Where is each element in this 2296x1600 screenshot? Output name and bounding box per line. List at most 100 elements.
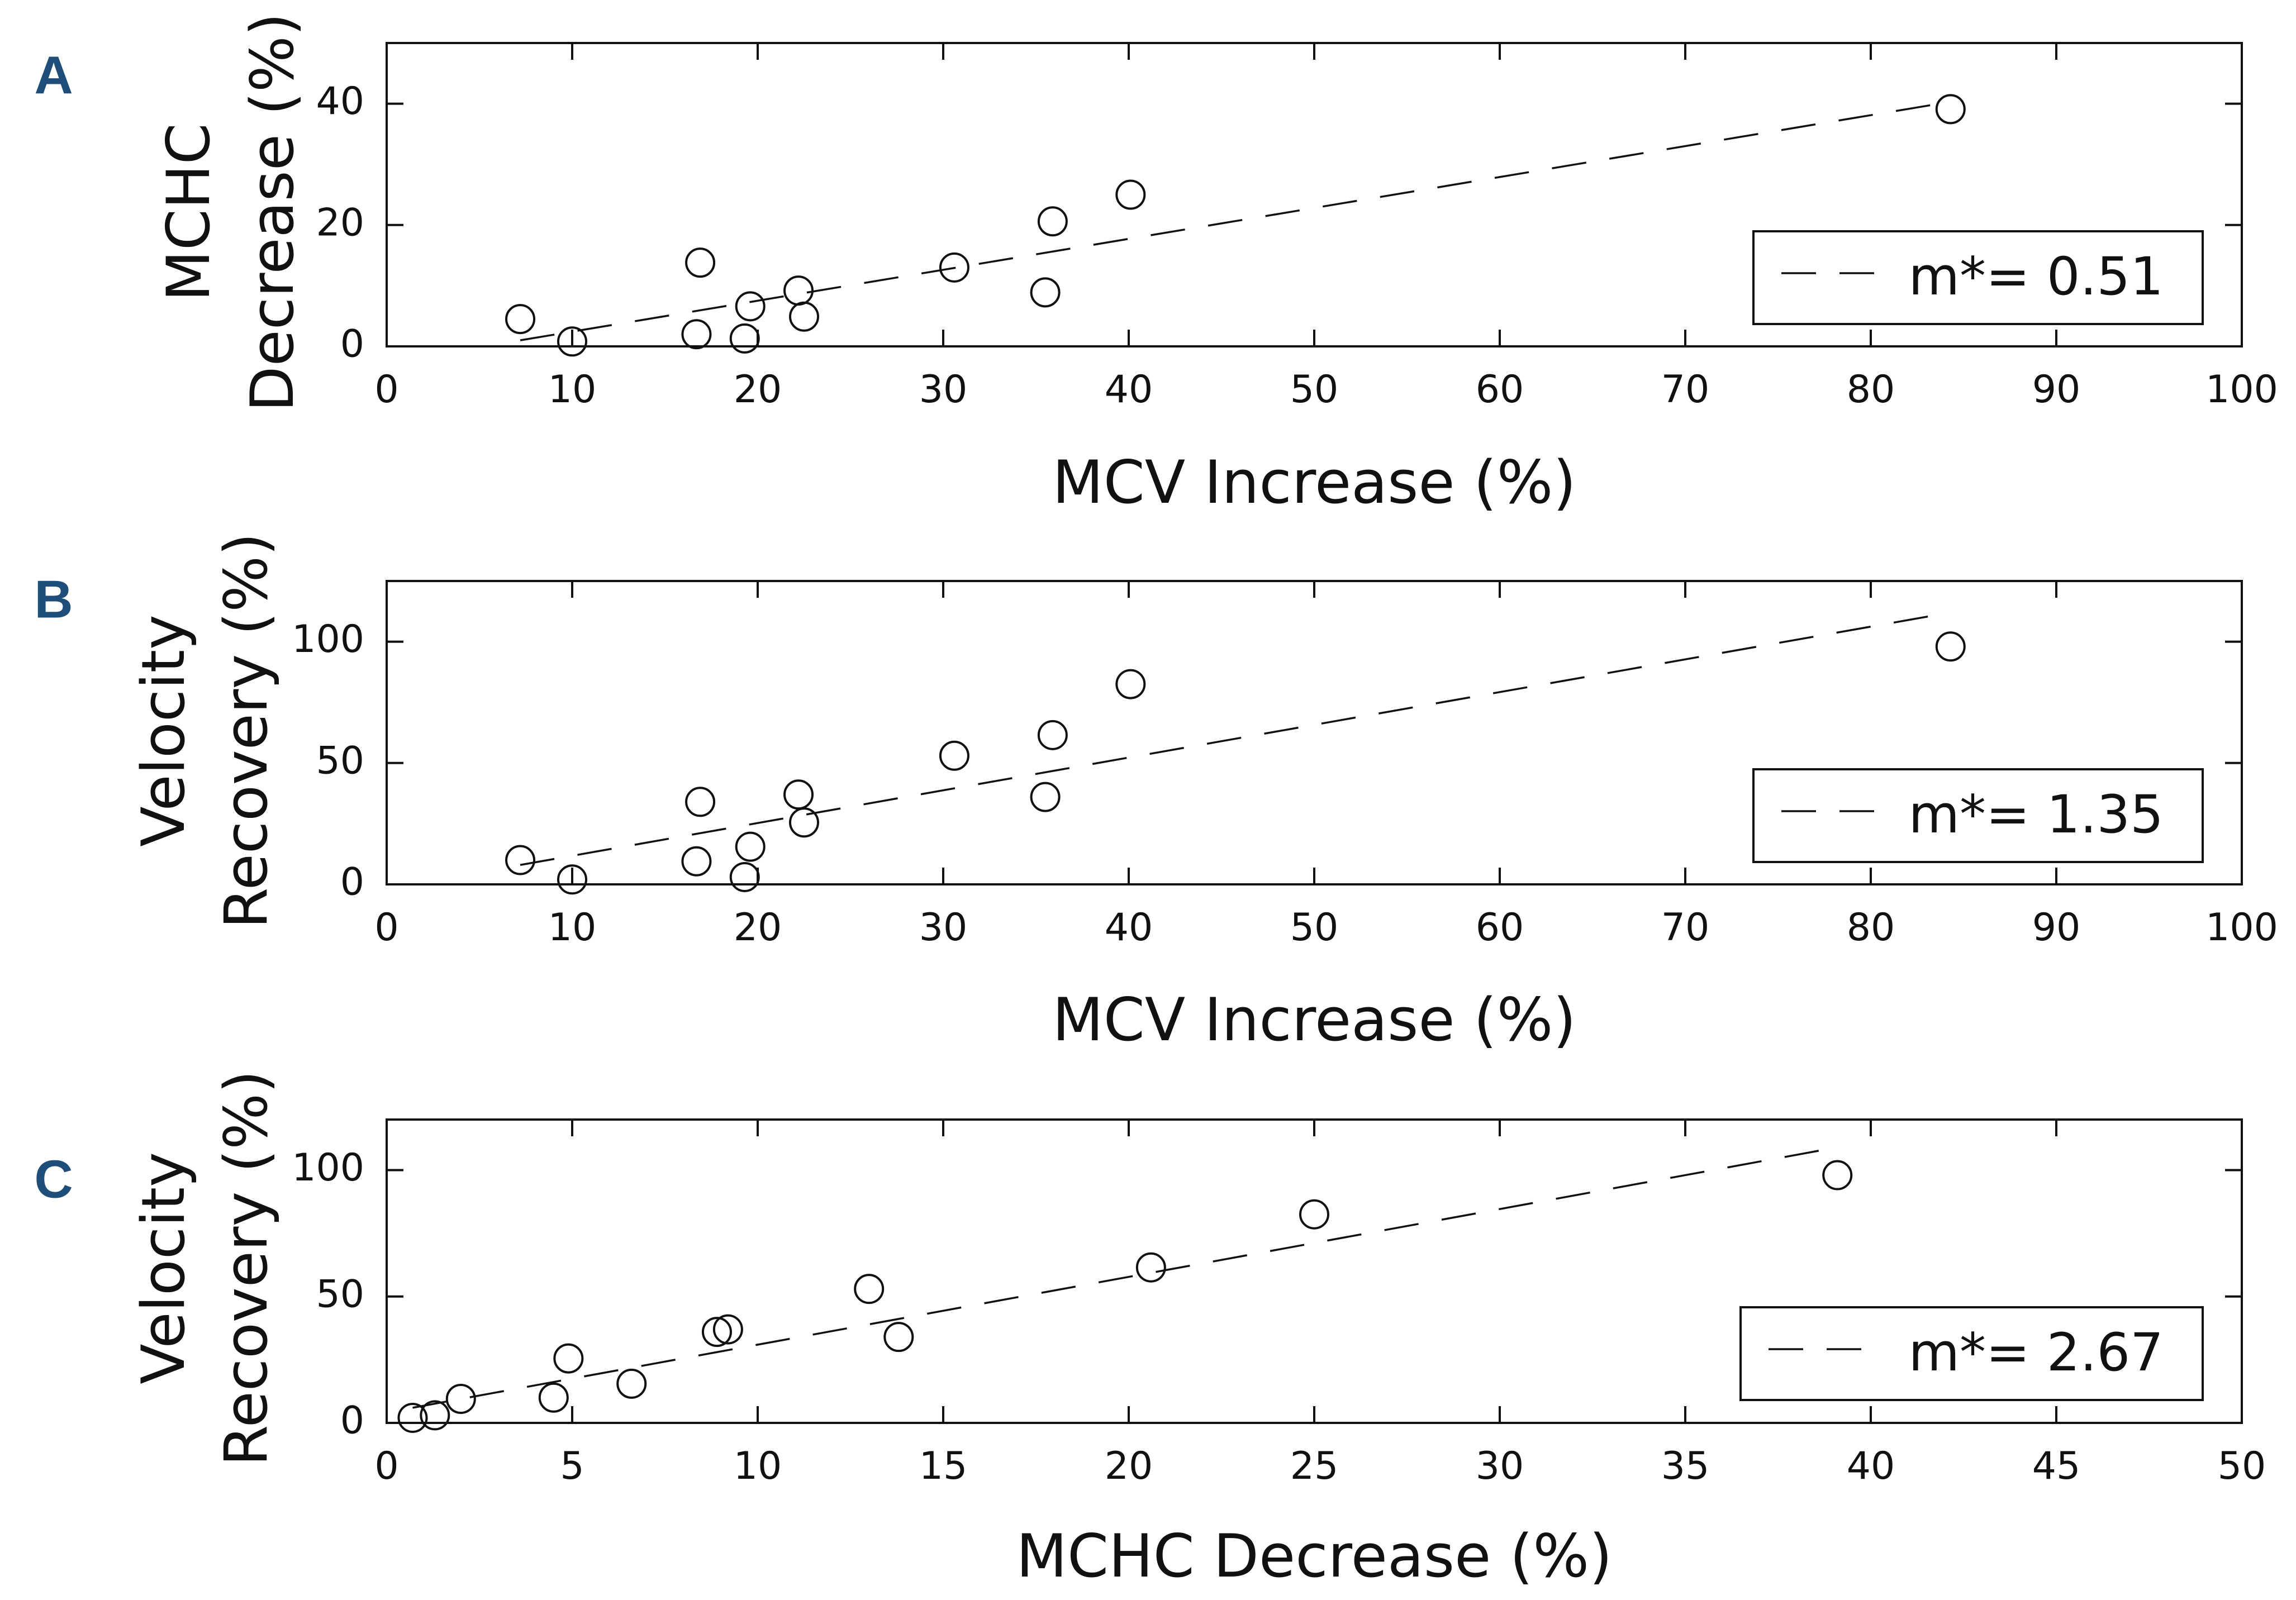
x-tick-label: 10 xyxy=(548,368,597,412)
data-point xyxy=(701,1317,732,1347)
data-point xyxy=(557,326,587,357)
x-axis-title: MCV Increase (%) xyxy=(1052,985,1576,1054)
panel-letter: B xyxy=(34,569,73,629)
fit-line xyxy=(520,101,1951,341)
panel-c: C 0 5 10 15 20 25 30 35 40 45 50 0 50 100 MCHC Decrease… xyxy=(34,1070,2266,1591)
x-tick-label: 50 xyxy=(1290,906,1339,950)
data-point xyxy=(783,779,814,810)
data-point xyxy=(553,1343,584,1374)
data-point xyxy=(1935,94,1966,125)
data-point xyxy=(557,864,587,895)
data-point xyxy=(735,291,766,322)
data-point xyxy=(1030,782,1061,812)
data-point xyxy=(681,846,712,877)
data-point xyxy=(1037,720,1068,750)
fit-line xyxy=(412,1146,1838,1409)
x-tick-label: 40 xyxy=(1105,368,1153,412)
legend-box xyxy=(1752,230,2204,325)
y-tick-label: 50 xyxy=(316,1272,364,1316)
x-tick-label: 30 xyxy=(1476,1444,1524,1488)
legend-label: m*= 1.35 xyxy=(1908,784,2164,845)
data-point xyxy=(397,1402,428,1433)
x-axis-title: MCHC Decrease (%) xyxy=(1016,1522,1613,1591)
y-axis-title-line: MCHC xyxy=(154,123,223,301)
y-tick-label: 40 xyxy=(316,79,364,123)
y-tick-label: 20 xyxy=(316,201,364,245)
legend-label: m*= 0.51 xyxy=(1908,246,2164,307)
data-point xyxy=(685,247,716,278)
data-point xyxy=(1135,1252,1166,1283)
data-point xyxy=(854,1274,885,1304)
data-point xyxy=(939,740,969,771)
panel-b: B 0 10 20 30 40 50 60 70 80 90 100 0 50 100 MCV Increas… xyxy=(34,533,2278,1054)
data-point xyxy=(712,1314,743,1345)
x-tick-label: 0 xyxy=(374,368,398,412)
data-point xyxy=(616,1368,647,1399)
data-point xyxy=(685,787,716,817)
x-tick-label: 50 xyxy=(2218,1444,2266,1488)
data-point xyxy=(1037,206,1068,237)
x-tick-label: 60 xyxy=(1476,368,1524,412)
data-point xyxy=(681,319,712,350)
x-tick-label: 0 xyxy=(374,906,398,950)
x-tick-label: 40 xyxy=(1847,1444,1895,1488)
data-point xyxy=(1822,1160,1853,1191)
x-tick-label: 30 xyxy=(919,368,968,412)
x-tick-label: 90 xyxy=(2032,906,2081,950)
x-tick-label: 70 xyxy=(1661,906,1710,950)
data-point xyxy=(1115,669,1146,699)
data-point xyxy=(445,1384,476,1415)
y-axis-title-line: Velocity xyxy=(129,615,198,847)
y-axis-title-line: Recovery (%) xyxy=(212,1070,281,1466)
y-tick-label: 0 xyxy=(340,322,364,366)
x-tick-label: 100 xyxy=(2205,368,2278,412)
x-tick-label: 30 xyxy=(919,906,968,950)
data-point xyxy=(1935,631,1966,662)
data-point xyxy=(789,301,819,332)
x-tick-label: 40 xyxy=(1105,906,1153,950)
data-point xyxy=(505,304,536,335)
legend-box xyxy=(1752,768,2204,863)
data-point xyxy=(783,275,814,306)
y-axis-title-line: Velocity xyxy=(129,1152,198,1384)
x-tick-label: 100 xyxy=(2205,906,2278,950)
x-tick-label: 20 xyxy=(1105,1444,1153,1488)
data-point xyxy=(1115,179,1146,210)
data-point xyxy=(505,845,536,875)
y-tick-label: 0 xyxy=(340,860,364,904)
x-tick-label: 60 xyxy=(1476,906,1524,950)
x-tick-label: 35 xyxy=(1661,1444,1710,1488)
x-tick-label: 0 xyxy=(374,1444,398,1488)
panel-letter: A xyxy=(34,45,73,105)
y-tick-label: 100 xyxy=(292,617,364,661)
y-tick-label: 100 xyxy=(292,1146,364,1190)
panel-letter: C xyxy=(34,1149,73,1209)
x-axis-title: MCV Increase (%) xyxy=(1052,448,1576,517)
x-tick-label: 80 xyxy=(1847,906,1895,950)
data-point xyxy=(1299,1199,1329,1230)
data-point xyxy=(729,861,760,892)
x-tick-label: 5 xyxy=(560,1444,584,1488)
legend-box xyxy=(1739,1306,2204,1401)
x-tick-label: 10 xyxy=(548,906,597,950)
y-tick-label: 0 xyxy=(340,1399,364,1443)
panel-a: A 0 10 20 30 40 50 60 70 80 90 100 0 20 40 MCV Increase… xyxy=(34,13,2278,517)
data-point xyxy=(1030,277,1061,308)
y-axis-title-line: Recovery (%) xyxy=(212,533,281,929)
data-point xyxy=(883,1322,914,1353)
x-tick-label: 25 xyxy=(1290,1444,1339,1488)
x-tick-label: 80 xyxy=(1847,368,1895,412)
data-point xyxy=(939,252,969,283)
x-tick-label: 10 xyxy=(734,1444,782,1488)
x-tick-label: 90 xyxy=(2032,368,2081,412)
legend-label: m*= 2.67 xyxy=(1908,1322,2164,1383)
data-point xyxy=(420,1400,450,1431)
x-tick-label: 50 xyxy=(1290,368,1339,412)
data-point xyxy=(735,831,766,862)
x-tick-label: 20 xyxy=(734,906,782,950)
fit-line xyxy=(520,611,1951,866)
x-tick-label: 20 xyxy=(734,368,782,412)
y-axis-title-line: Decrease (%) xyxy=(238,13,307,412)
y-tick-label: 50 xyxy=(316,739,364,783)
